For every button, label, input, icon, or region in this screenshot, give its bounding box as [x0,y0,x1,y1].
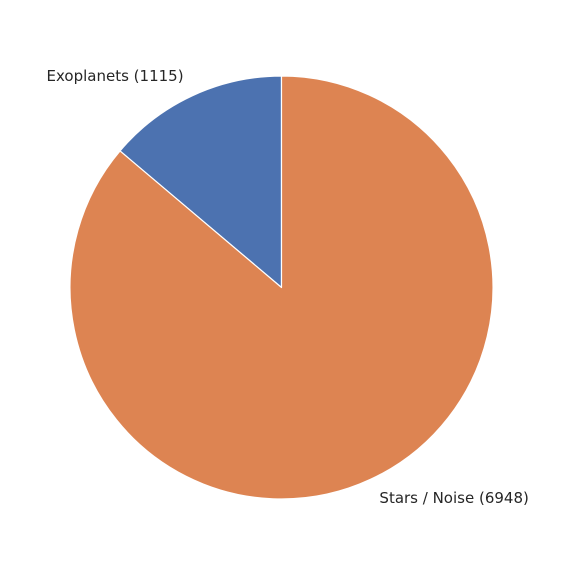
pie-slice-0 [119,75,283,289]
pie-slice-label-1: Stars / Noise (6948) [379,489,528,507]
pie-slice-1 [69,75,494,500]
pie-slice-label-0: Exoplanets (1115) [47,67,184,85]
pie-labels: Exoplanets (1115) Stars / Noise (6948) [47,67,529,507]
pie-slices [69,75,494,500]
